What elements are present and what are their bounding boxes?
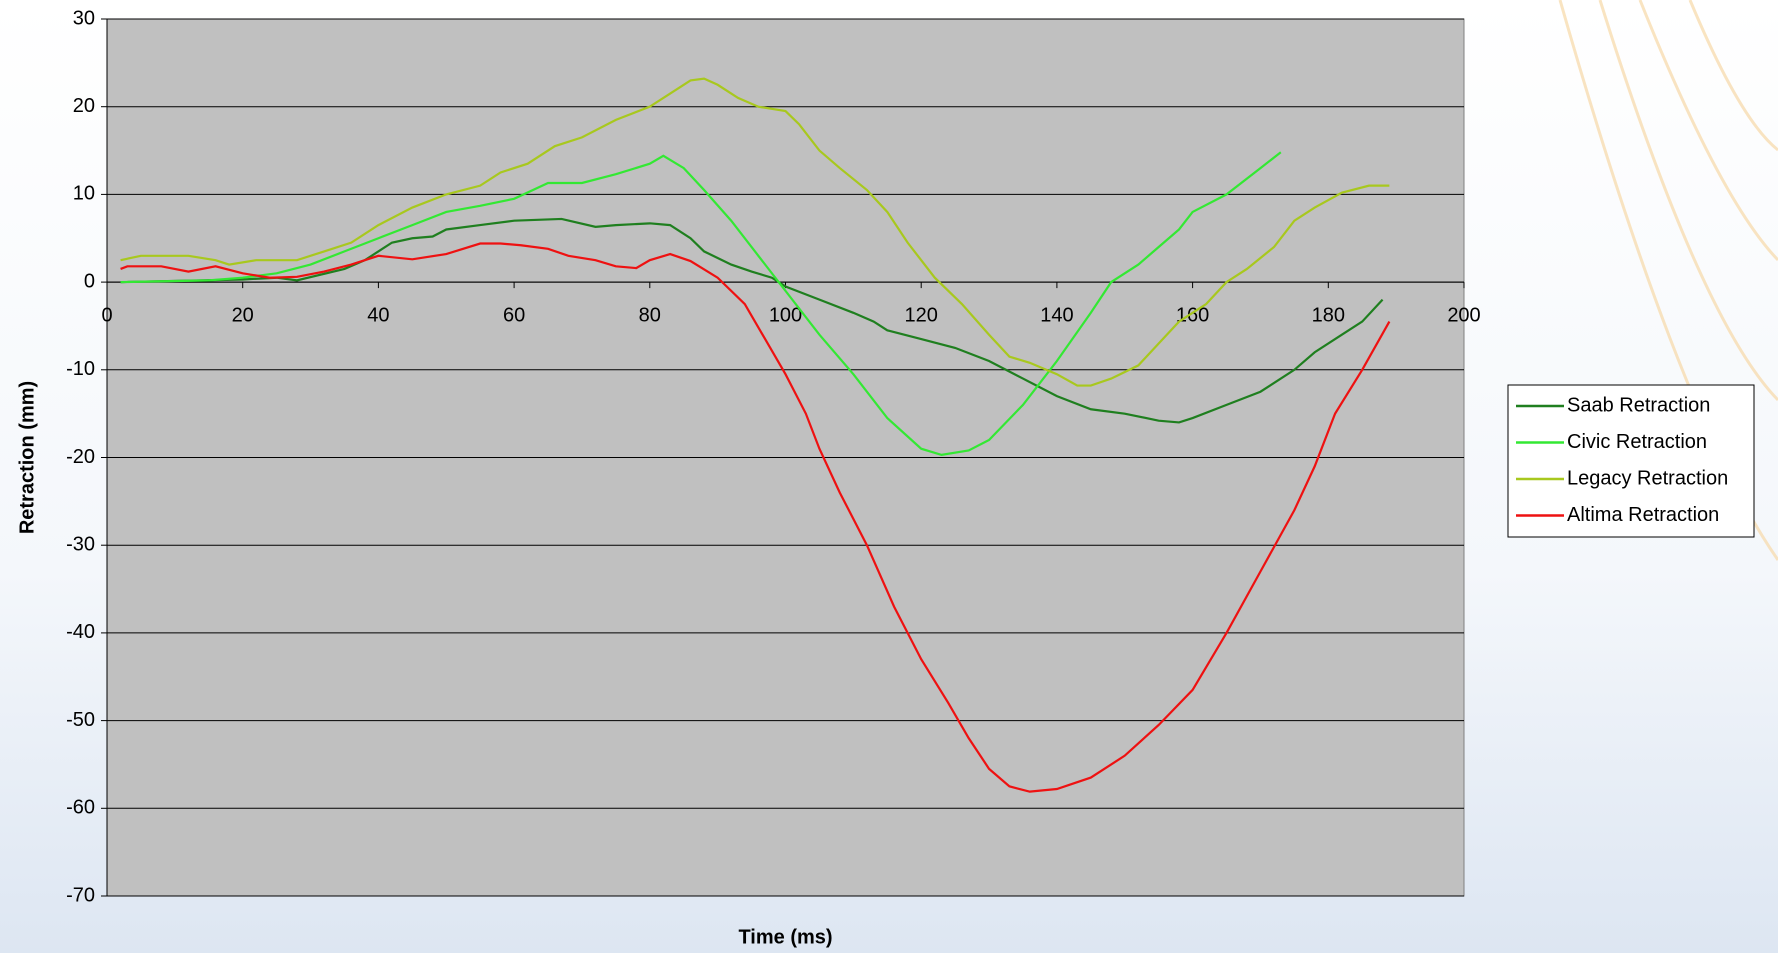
legend-label: Legacy Retraction bbox=[1567, 467, 1728, 489]
y-tick-label: -10 bbox=[66, 358, 95, 380]
x-tick-label: 80 bbox=[639, 304, 661, 326]
y-tick-label: 20 bbox=[73, 95, 95, 117]
x-tick-label: 120 bbox=[905, 304, 938, 326]
x-tick-label: 200 bbox=[1447, 304, 1480, 326]
series-line bbox=[120, 242, 1391, 793]
x-tick-label: 20 bbox=[232, 304, 254, 326]
y-tick-label: -30 bbox=[66, 533, 95, 555]
x-axis-label: Time (ms) bbox=[738, 926, 832, 948]
y-tick-label: -50 bbox=[66, 709, 95, 731]
x-tick-label: 40 bbox=[367, 304, 389, 326]
y-tick-label: 30 bbox=[73, 7, 95, 29]
y-axis-label: Retraction (mm) bbox=[16, 381, 38, 534]
legend-label: Civic Retraction bbox=[1567, 431, 1707, 453]
x-tick-label: 160 bbox=[1176, 304, 1209, 326]
x-tick-label: 0 bbox=[101, 304, 112, 326]
x-tick-label: 180 bbox=[1312, 304, 1345, 326]
legend bbox=[1507, 384, 1755, 538]
y-tick-label: 0 bbox=[84, 270, 95, 292]
legend-label: Altima Retraction bbox=[1567, 504, 1719, 526]
y-tick-label: -70 bbox=[66, 884, 95, 906]
x-tick-label: 60 bbox=[503, 304, 525, 326]
x-tick-label: 140 bbox=[1040, 304, 1073, 326]
y-tick-label: -60 bbox=[66, 797, 95, 819]
y-tick-label: -40 bbox=[66, 621, 95, 643]
x-tick-label: 100 bbox=[769, 304, 802, 326]
legend-label: Saab Retraction bbox=[1567, 394, 1710, 416]
y-tick-label: -20 bbox=[66, 446, 95, 468]
y-tick-label: 10 bbox=[73, 183, 95, 205]
series-line bbox=[120, 151, 1282, 456]
series-line bbox=[120, 77, 1390, 387]
